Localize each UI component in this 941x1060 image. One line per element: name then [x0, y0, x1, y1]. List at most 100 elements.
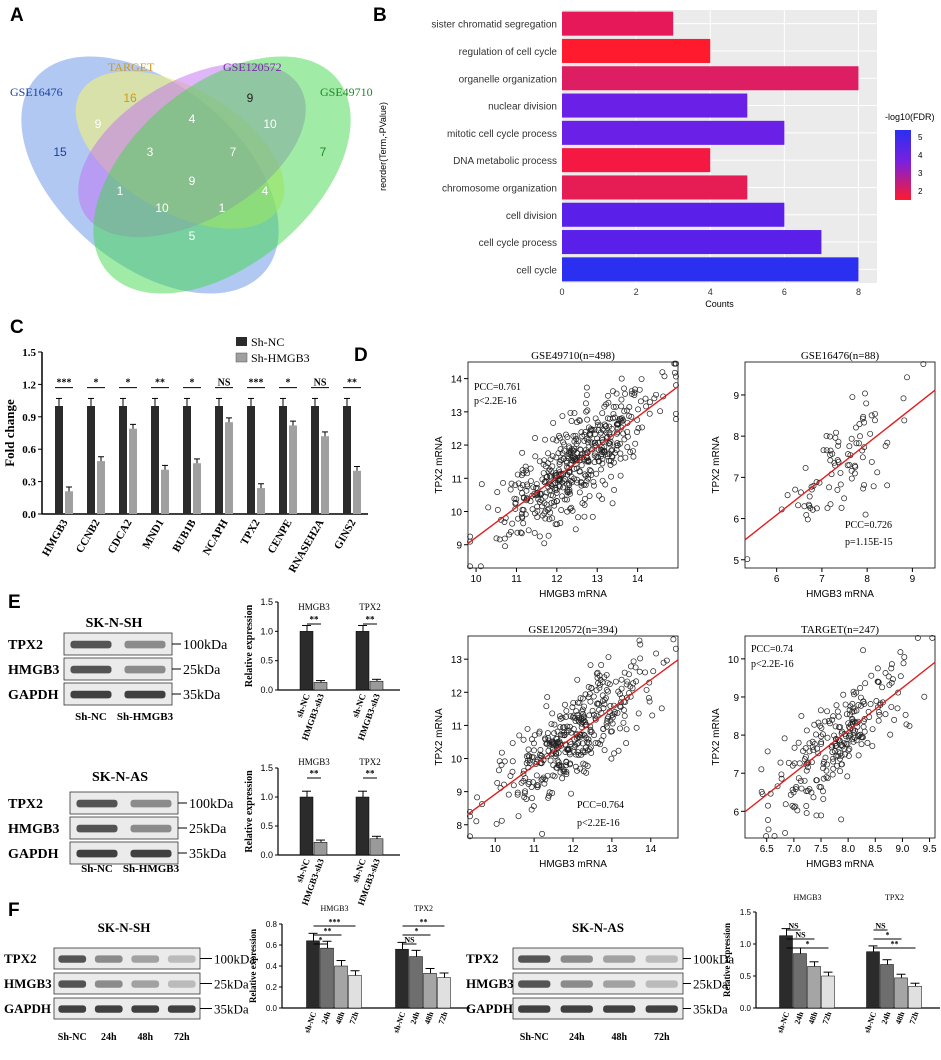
data-point: [564, 480, 571, 487]
data-point: [549, 492, 556, 499]
data-point: [617, 691, 623, 698]
data-point: [549, 453, 556, 460]
data-point: [835, 458, 842, 465]
data-point: [820, 796, 827, 802]
data-point: [559, 450, 566, 457]
bar-sh-hmgb3: [161, 469, 169, 514]
venn-count: 10: [155, 201, 169, 215]
data-point: [839, 761, 845, 768]
data-point: [614, 425, 621, 432]
data-point: [545, 532, 552, 539]
data-point: [791, 744, 798, 751]
data-point: [608, 755, 615, 762]
y-tick-label: 0.5: [740, 972, 752, 981]
bar-sh-hmgb3: [129, 428, 137, 514]
data-point: [581, 703, 588, 710]
data-point: [862, 511, 869, 518]
data-point: [616, 703, 623, 710]
panel-label-d: D: [354, 345, 368, 366]
data-point: [853, 440, 860, 447]
data-point: [618, 418, 625, 425]
data-point: [584, 416, 591, 423]
blot-lane-label: 48h: [611, 1032, 627, 1043]
blot-cell-line: SK-N-SH: [98, 920, 151, 935]
data-point: [548, 720, 555, 727]
data-point: [574, 676, 581, 683]
data-point: [824, 505, 831, 512]
data-point: [618, 403, 625, 410]
data-point: [867, 701, 874, 707]
data-point: [607, 438, 614, 445]
blot-lane-label: 48h: [137, 1032, 153, 1043]
data-point: [621, 385, 627, 392]
data-point: [830, 758, 837, 765]
data-point: [529, 506, 536, 513]
blot-kda-label: 100kDa: [189, 797, 234, 812]
data-point: [862, 680, 869, 687]
bar: [866, 951, 880, 1009]
data-point: [612, 678, 619, 685]
data-point: [571, 453, 578, 460]
data-point: [758, 788, 765, 795]
bar: [894, 977, 908, 1009]
bar-sh-hmgb3: [353, 470, 361, 514]
data-point: [556, 458, 563, 465]
data-point: [929, 634, 936, 641]
data-point: [534, 756, 541, 763]
data-point: [608, 473, 615, 480]
data-point: [524, 481, 531, 488]
blot-protein-label: TPX2: [4, 951, 37, 966]
significance-mark: **: [891, 940, 899, 949]
bar-sh-hmgb3: [225, 422, 233, 514]
data-point: [782, 829, 789, 836]
data-point: [559, 413, 566, 419]
y-tick-label: 0.5: [260, 821, 273, 831]
significance-mark: NS: [788, 922, 799, 931]
p-value-label: p=1.15E-15: [845, 537, 893, 548]
data-point: [536, 533, 543, 540]
venn-count: 5: [189, 229, 196, 243]
category-label: cell cycle process: [479, 238, 557, 249]
data-point: [643, 686, 650, 693]
data-point: [507, 486, 514, 493]
group-label: TPX2: [359, 757, 381, 767]
data-point: [550, 436, 557, 443]
data-point: [636, 386, 643, 393]
y-tick-label: 1.5: [740, 908, 752, 917]
data-point: [579, 706, 586, 713]
data-point: [547, 757, 554, 764]
x-tick-label: 12: [567, 844, 579, 855]
data-point: [805, 759, 812, 766]
blot-protein-label: GAPDH: [8, 847, 59, 862]
protein-band: [603, 980, 636, 988]
data-point: [549, 772, 556, 779]
data-point: [611, 486, 618, 493]
data-point: [774, 783, 781, 790]
bar: [395, 948, 409, 1009]
data-point: [530, 740, 537, 747]
data-point: [818, 740, 825, 747]
data-point: [582, 691, 589, 698]
data-point: [542, 436, 548, 443]
bar: [355, 796, 370, 856]
y-tick-label: 1.0: [260, 792, 273, 802]
bar: [562, 257, 859, 282]
data-point: [557, 520, 564, 526]
data-point: [820, 761, 827, 767]
data-point: [595, 739, 602, 746]
data-point: [523, 487, 530, 494]
data-point: [658, 705, 665, 712]
y-axis-title: TPX2 mRNA: [711, 436, 722, 494]
data-point: [512, 482, 519, 488]
data-point: [804, 760, 811, 766]
y-axis-title: reorder(Term,-PValue): [378, 102, 388, 191]
data-point: [617, 704, 624, 710]
data-point: [606, 681, 613, 688]
data-point: [530, 484, 537, 491]
data-point: [670, 636, 677, 643]
data-point: [543, 703, 550, 710]
bar: [348, 975, 362, 1009]
data-point: [518, 530, 525, 537]
blot-protein-label: HMGB3: [466, 976, 514, 991]
bar: [562, 148, 711, 173]
